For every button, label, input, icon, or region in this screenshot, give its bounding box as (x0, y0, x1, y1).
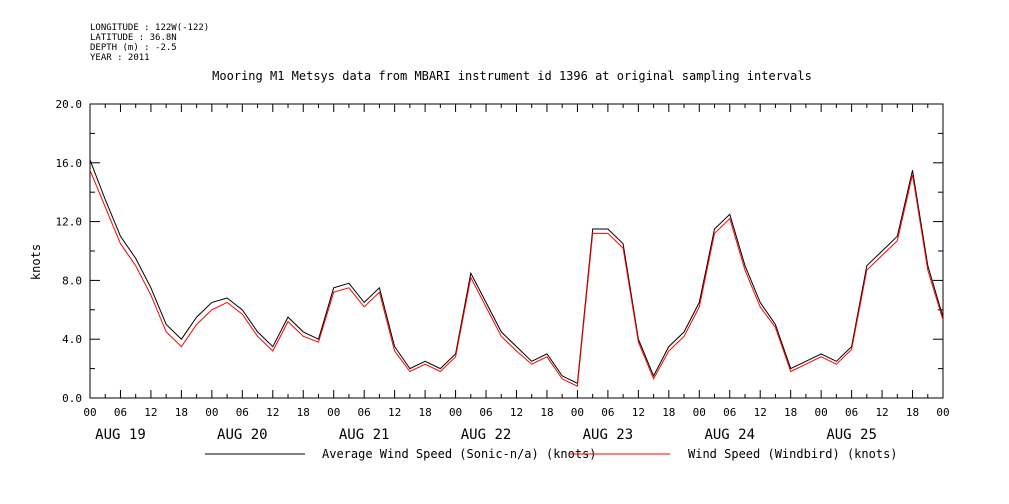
x-tick-label: 18 (297, 406, 310, 419)
x-tick-label: 12 (510, 406, 523, 419)
x-tick-label: 06 (479, 406, 492, 419)
day-label: AUG 19 (95, 427, 146, 443)
x-tick-label: 18 (175, 406, 188, 419)
y-tick-label: 8.0 (62, 274, 82, 287)
x-tick-label: 12 (632, 406, 645, 419)
chart-title: Mooring M1 Metsys data from MBARI instru… (212, 69, 812, 83)
day-label: AUG 24 (704, 427, 755, 443)
x-tick-label: 12 (754, 406, 767, 419)
x-tick-label: 18 (906, 406, 919, 419)
legend-label-wind-speed: Wind Speed (Windbird) (knots) (688, 447, 898, 461)
x-tick-label: 12 (144, 406, 157, 419)
day-label: AUG 22 (461, 427, 512, 443)
x-tick-label: 18 (540, 406, 553, 419)
x-tick-label: 12 (388, 406, 401, 419)
y-axis-label: knots (29, 244, 43, 280)
x-tick-label: 00 (83, 406, 96, 419)
x-tick-label: 06 (114, 406, 127, 419)
x-axis: 00 06 12 18 00 06 12 18 00 06 12 18 00 06 12 18 00 06 12 18… (83, 104, 950, 443)
meta-year: YEAR : 2011 (90, 53, 150, 63)
x-tick-label: 06 (358, 406, 371, 419)
y-tick-label: 20.0 (56, 98, 83, 111)
x-tick-label: 18 (784, 406, 797, 419)
series-average-wind-speed-line (89, 159, 944, 385)
x-tick-label: 00 (936, 406, 949, 419)
x-tick-label: 00 (815, 406, 828, 419)
y-tick-label: 12.0 (56, 216, 83, 229)
x-tick-label: 00 (449, 406, 462, 419)
x-tick-label: 06 (723, 406, 736, 419)
series-lines (89, 159, 944, 387)
x-tick-label: 18 (662, 406, 675, 419)
x-tick-label: 06 (845, 406, 858, 419)
x-tick-label: 12 (875, 406, 888, 419)
legend-label-average-wind-speed: Average Wind Speed (Sonic-n/a) (knots) (322, 447, 597, 461)
y-tick-label: 0.0 (62, 392, 82, 405)
y-axis: 0.0 4.0 8.0 12.0 16.0 20.0 (56, 98, 943, 405)
meta-longitude: LONGITUDE : 122W(-122) (90, 23, 209, 33)
x-tick-label: 00 (327, 406, 340, 419)
x-tick-label: 06 (601, 406, 614, 419)
meta-depth: DEPTH (m) : -2.5 (90, 43, 177, 53)
x-tick-label: 18 (418, 406, 431, 419)
y-tick-label: 16.0 (56, 157, 83, 170)
y-tick-label: 4.0 (62, 333, 82, 346)
day-label: AUG 20 (217, 427, 268, 443)
day-label: AUG 23 (583, 427, 634, 443)
series-wind-speed-windbird-line (89, 170, 944, 387)
x-tick-label: 12 (266, 406, 279, 419)
x-tick-label: 00 (571, 406, 584, 419)
x-tick-label: 00 (693, 406, 706, 419)
day-label: AUG 25 (826, 427, 877, 443)
x-tick-label: 00 (205, 406, 218, 419)
plot-frame (89, 103, 944, 399)
meta-latitude: LATITUDE : 36.8N (90, 33, 177, 43)
day-label: AUG 21 (339, 427, 390, 443)
x-tick-label: 06 (236, 406, 249, 419)
